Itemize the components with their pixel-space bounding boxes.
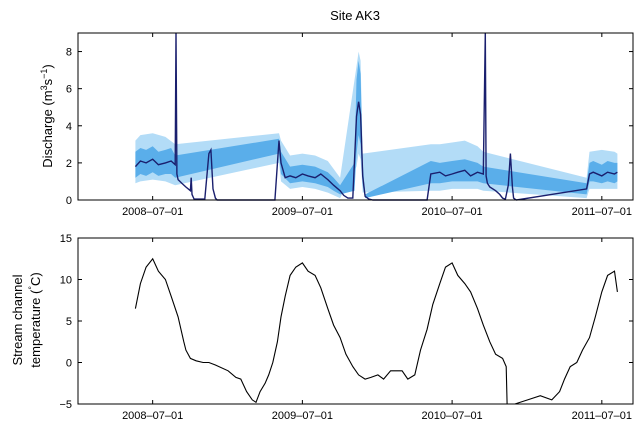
x-tick-label: 2009–07–01: [272, 410, 333, 422]
y-tick-label: 5: [66, 316, 72, 328]
discharge-ylabel-sup1: 3: [39, 85, 49, 90]
y-tick-label: −5: [59, 399, 72, 411]
x-tick-label: 2008–07–01: [122, 206, 183, 218]
discharge-ylabel-main: Discharge (m: [40, 90, 55, 167]
x-tick-label: 2011–07–01: [572, 206, 632, 218]
x-tick-label: 2010–07–01: [422, 206, 483, 218]
discharge-ylabel-end: ): [40, 64, 55, 68]
discharge-median-line: [134, 32, 618, 201]
discharge-y-axis-label: Discharge (m3s−1): [39, 64, 55, 167]
y-tick-label: 6: [66, 84, 72, 96]
y-tick-label: 4: [66, 121, 72, 133]
y-tick-label: 0: [66, 195, 72, 207]
temperature-axis-ticks: −5 0 5 10 15 2008–07–01 2009–07–01 2010–07–01 20…: [59, 233, 633, 422]
x-tick-label: 2011–07–01: [572, 410, 632, 422]
inner-band-area: [135, 60, 618, 199]
discharge-ylabel-mid: s: [40, 78, 55, 85]
y-tick-label: 2: [66, 158, 72, 170]
temperature-plot-area: [134, 257, 618, 405]
discharge-plot-area: [134, 32, 618, 201]
outer-band-area: [135, 51, 618, 199]
y-tick-label: 0: [66, 358, 72, 370]
temperature-ylabel-a: temperature (: [28, 289, 43, 368]
y-tick-label: 8: [66, 47, 72, 59]
x-tick-label: 2010–07–01: [422, 410, 483, 422]
temperature-ylabel-b: C): [28, 272, 43, 286]
x-tick-label: 2008–07–01: [122, 410, 183, 422]
y-tick-label: 10: [60, 275, 72, 287]
temperature-y-axis-label-line1: Stream channel: [10, 274, 25, 365]
x-tick-label: 2009–07–01: [272, 206, 333, 218]
figure-title: Site AK3: [330, 8, 380, 23]
temperature-chart: −5 0 5 10 15 2008–07–01 2009–07–01 2010–07–01 20…: [10, 233, 634, 422]
discharge-axes-frame: [77, 32, 634, 201]
temperature-axes-frame: [77, 237, 634, 405]
discharge-axis-ticks: 0 2 4 6 8 2008–07–01 2009–07–01 2010–07–01 2011–…: [66, 33, 633, 218]
discharge-ylabel-sup2: −1: [39, 69, 49, 79]
y-tick-label: 15: [60, 233, 72, 245]
temperature-y-axis-label-line2: temperature (°C): [27, 272, 43, 367]
temperature-line: [134, 257, 618, 405]
temperature-ylabel-sup: °: [27, 286, 37, 290]
discharge-chart: 0 2 4 6 8 2008–07–01 2009–07–01 2010–07–01 2011–…: [39, 32, 634, 218]
